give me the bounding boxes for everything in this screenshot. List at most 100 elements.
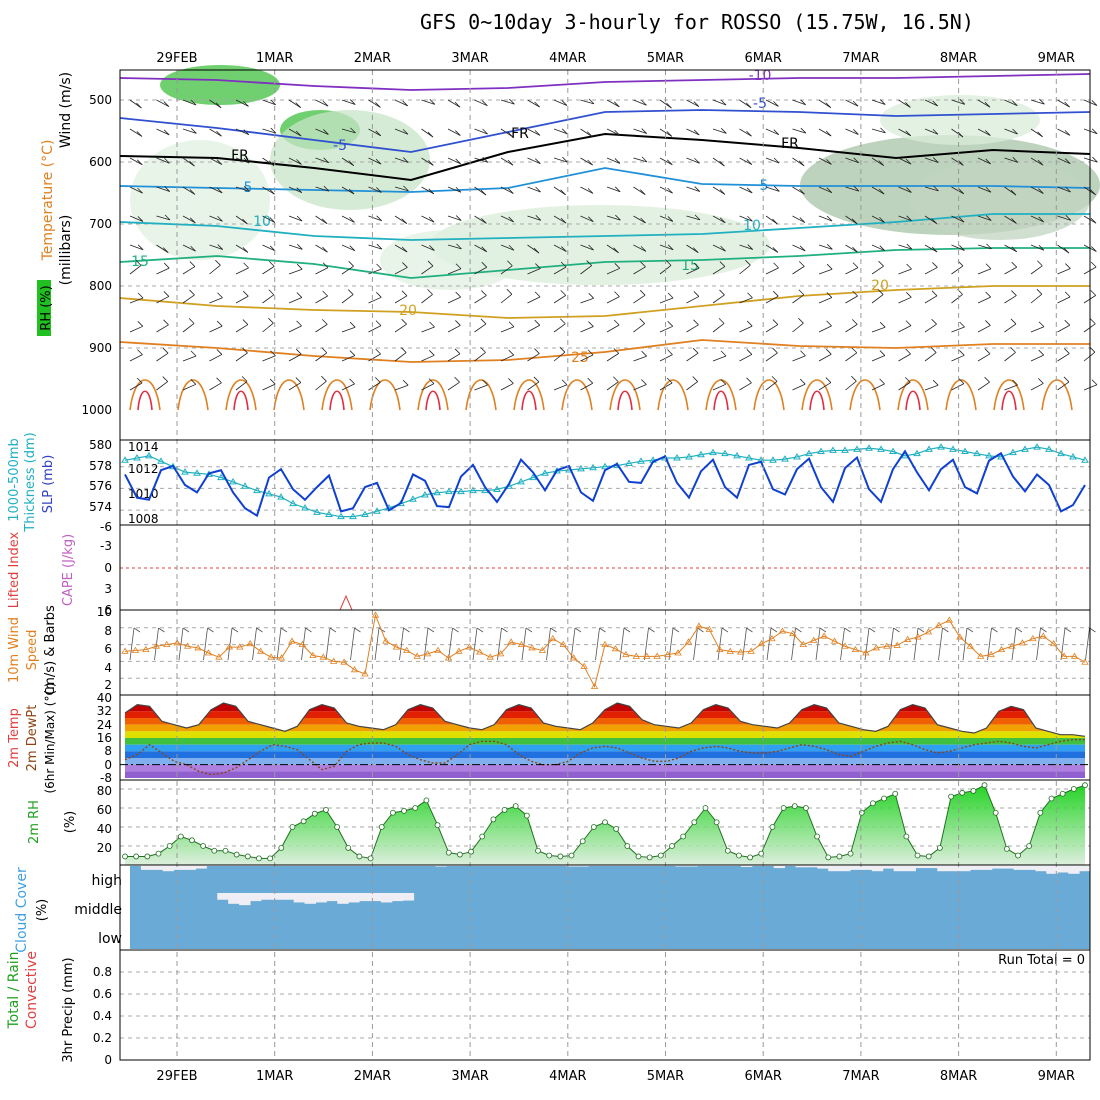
wind-barb-flag bbox=[136, 159, 143, 166]
wind-speed-point bbox=[183, 642, 192, 649]
wind-barb bbox=[421, 186, 434, 195]
wind-barb bbox=[262, 266, 275, 275]
wind-barb-flag bbox=[667, 349, 673, 355]
wind-barb-flag bbox=[932, 262, 938, 268]
wind-barb-flag bbox=[719, 289, 725, 296]
rh-point bbox=[568, 852, 575, 859]
wind-barb-10m bbox=[350, 627, 355, 661]
wind-barb-flag bbox=[746, 130, 752, 137]
wind-speed-point bbox=[507, 638, 515, 645]
wind-barb-flag bbox=[1091, 100, 1098, 106]
wind-barb bbox=[288, 325, 302, 333]
wind-barb-flag bbox=[481, 246, 488, 253]
wind-speed-line bbox=[124, 613, 1086, 689]
wind-speed-point bbox=[319, 653, 327, 660]
wind-barb-flag bbox=[562, 156, 568, 163]
wind-barb-flag bbox=[773, 157, 780, 164]
wind-speed-point bbox=[799, 640, 807, 647]
cloud-gap bbox=[337, 893, 349, 904]
wind-speed-point bbox=[726, 647, 734, 654]
surface-contour bbox=[609, 379, 641, 411]
wind-speed-point bbox=[987, 650, 995, 658]
isotherm-line bbox=[119, 213, 1090, 241]
wind-barb bbox=[845, 99, 859, 107]
surface-contour bbox=[561, 379, 593, 411]
wind-barb-flag bbox=[800, 99, 806, 106]
wind-barb bbox=[686, 267, 700, 275]
wind-barb-flag bbox=[400, 347, 407, 353]
axis-labels: 29FEB 29FEB 1MAR 1MAR 2MAR 2MAR 3MAR 3MAR 4MAR 4M… bbox=[6, 51, 1075, 1084]
cloud-gap bbox=[893, 866, 906, 872]
wind-barb bbox=[977, 381, 990, 391]
rh-shading bbox=[880, 95, 1040, 145]
day-label-top: 5MAR bbox=[647, 51, 684, 66]
wind-speed-point bbox=[935, 621, 943, 628]
cloud-gap bbox=[435, 866, 447, 867]
rh-point bbox=[590, 824, 597, 830]
wind-barb-flag bbox=[401, 290, 408, 297]
rh-point bbox=[512, 803, 519, 809]
wind-barb bbox=[341, 157, 354, 166]
wind-barb bbox=[871, 355, 886, 362]
wind-barb-flag bbox=[773, 262, 779, 269]
wind-barb-flag bbox=[1038, 188, 1044, 194]
wind-barb-flag bbox=[1011, 290, 1017, 296]
surface-contour bbox=[273, 379, 305, 411]
wind-barb-flag bbox=[401, 218, 408, 224]
wind-barb bbox=[1004, 128, 1018, 135]
wind-speed-point bbox=[663, 650, 672, 658]
wind-barb-10m-flag bbox=[501, 627, 508, 633]
wind-barb bbox=[739, 99, 752, 109]
surface-contour-hot bbox=[137, 390, 153, 411]
wind-barb bbox=[156, 296, 170, 304]
wind-barb-flag bbox=[745, 102, 752, 109]
rh-point bbox=[468, 848, 474, 855]
wind-barb bbox=[1004, 186, 1017, 196]
wind-barb bbox=[606, 244, 619, 254]
wind-barb bbox=[1030, 244, 1045, 251]
wind-barb-flag bbox=[958, 216, 965, 223]
wind-barb bbox=[739, 382, 752, 391]
wind-barb-flag bbox=[455, 215, 462, 221]
cloud-level-label: low bbox=[98, 931, 122, 947]
wind-barb-flag bbox=[296, 187, 303, 193]
wind-barb-flag bbox=[959, 321, 965, 328]
wind-barb-flag bbox=[1039, 98, 1045, 105]
rh-point bbox=[1026, 843, 1033, 849]
wind-barb bbox=[633, 294, 646, 304]
wind-speed-point bbox=[1008, 642, 1016, 649]
wind-barb-flag bbox=[270, 99, 276, 106]
wind-barb bbox=[1057, 128, 1071, 136]
wind-barb-flag bbox=[375, 102, 381, 108]
wind-speed-point bbox=[956, 633, 964, 640]
wind-barb bbox=[951, 128, 964, 138]
wind-barb bbox=[262, 186, 275, 195]
wind-barb-flag bbox=[164, 214, 171, 221]
wind-barb bbox=[818, 353, 832, 362]
wind-barb bbox=[553, 351, 566, 362]
thickness-point bbox=[745, 454, 753, 461]
wind-barb bbox=[209, 128, 222, 137]
thickness-point bbox=[349, 512, 357, 520]
wind-barb bbox=[235, 186, 250, 192]
cloud-gap bbox=[795, 866, 807, 868]
wind-barb-flag bbox=[1037, 131, 1043, 138]
wind-barb-flag bbox=[136, 131, 143, 137]
wind-barb bbox=[341, 244, 355, 252]
wind-barb-flag bbox=[348, 260, 354, 267]
wind-barb-10m-flag bbox=[599, 627, 606, 633]
wind-barb-flag bbox=[427, 260, 434, 267]
wind-barb-flag bbox=[560, 261, 567, 268]
wind-barb-flag bbox=[1038, 216, 1044, 223]
wind-barb-flag bbox=[241, 376, 248, 382]
wind-barb-10m-flag bbox=[305, 627, 312, 633]
wind-speed-point bbox=[413, 652, 421, 659]
wind-barb bbox=[288, 215, 303, 222]
wind-barb-flag bbox=[1065, 158, 1071, 164]
rh-shading bbox=[270, 110, 430, 210]
axis-label: 3hr Precip (mm) bbox=[61, 957, 76, 1062]
wind-barb bbox=[527, 186, 541, 193]
wind-barb bbox=[1004, 384, 1018, 391]
wind-barb bbox=[871, 326, 886, 333]
wind-barb-flag bbox=[508, 321, 515, 328]
